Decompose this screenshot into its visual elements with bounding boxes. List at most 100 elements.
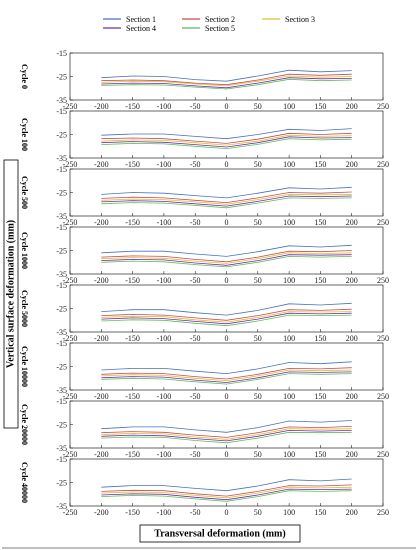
series-line — [101, 75, 352, 87]
x-tick-label: 150 — [314, 450, 326, 459]
x-tick-label: 100 — [283, 276, 295, 285]
series-line — [101, 428, 352, 440]
series-line — [101, 252, 352, 264]
series-line — [101, 302, 352, 316]
legend: Section 1 Section 2 Section 3 Section 4 Sect… — [103, 15, 315, 33]
x-tick-label: 0 — [225, 102, 229, 111]
y-tick-label: -35 — [56, 386, 67, 395]
legend-item: Section 5 — [182, 24, 235, 33]
x-tick-label: 0 — [225, 218, 229, 227]
chart-panel: Cycle 500 -15 -25 -35-250 -200 -150 -100 -50 0 50… — [20, 165, 389, 227]
x-tick-label: 200 — [346, 450, 358, 459]
x-tick-label: -200 — [94, 102, 109, 111]
x-tick-label: -200 — [94, 450, 109, 459]
x-tick-label: -150 — [125, 392, 140, 401]
x-tick-label: 50 — [254, 102, 262, 111]
x-tick-label: 100 — [283, 450, 295, 459]
legend-item: Section 3 — [262, 15, 315, 24]
x-tick-label: 0 — [225, 508, 229, 517]
series-line — [101, 77, 352, 89]
chart-panel: Cycle 0 -15 -25 -35-250 -200 -150 -100 -50 0 50 10… — [20, 49, 389, 111]
series-line — [101, 371, 352, 383]
y-tick-label: -25 — [56, 479, 67, 488]
legend-label: Section 4 — [126, 24, 156, 33]
x-tick-label: 0 — [225, 160, 229, 169]
y-tick-label: -35 — [56, 270, 67, 279]
x-tick-label: -100 — [157, 334, 172, 343]
series-line — [101, 486, 352, 499]
chart-panels: Cycle 0-15-25-35-250 -200 -150 -100 -50 0 50 10… — [20, 49, 389, 517]
x-tick-label: 50 — [254, 334, 262, 343]
x-tick-label: -100 — [157, 218, 172, 227]
x-tick-label: 0 — [225, 276, 229, 285]
x-tick-label: -200 — [94, 218, 109, 227]
x-tick-label: -50 — [190, 508, 201, 517]
x-tick-label: 0 — [225, 392, 229, 401]
x-tick-label: -200 — [94, 276, 109, 285]
x-tick-label: 100 — [283, 160, 295, 169]
chart-panel: Cycle 5000 -15 -25 -35-250 -200 -150 -100 -50 0 5… — [20, 281, 389, 343]
x-tick-label: 200 — [346, 102, 358, 111]
x-tick-label: -100 — [157, 160, 172, 169]
x-tick-label: 150 — [314, 508, 326, 517]
x-tick-label: -250 — [63, 102, 78, 111]
y-tick-label: -15 — [56, 281, 67, 290]
y-tick-label: -15 — [56, 455, 67, 464]
series-line — [101, 138, 352, 150]
panel-axes-box — [69, 284, 384, 333]
x-tick-label: -250 — [63, 450, 78, 459]
series-line — [101, 191, 352, 204]
x-tick-label: -150 — [125, 334, 140, 343]
x-tick-label: -150 — [125, 160, 140, 169]
x-tick-label: 50 — [254, 276, 262, 285]
x-tick-label: 0 — [225, 450, 229, 459]
x-tick-label: -250 — [63, 334, 78, 343]
legend-label: Section 3 — [285, 15, 315, 24]
x-tick-label: -250 — [63, 160, 78, 169]
x-tick-label: -100 — [157, 392, 172, 401]
series-line — [101, 197, 352, 209]
x-tick-label: 150 — [314, 276, 326, 285]
series-line — [101, 361, 352, 375]
chart-panel: Cycle 40000 -15 -25 -35-250 -200 -150 -100 -50 0… — [20, 455, 389, 517]
y-tick-label: -25 — [56, 189, 67, 198]
panel-cycle-label: Cycle 500 — [20, 176, 29, 209]
x-tick-label: -250 — [63, 276, 78, 285]
series-line — [101, 134, 352, 146]
x-tick-label: -50 — [190, 392, 201, 401]
series-line — [101, 369, 352, 382]
panel-cycle-label: Cycle 40000 — [20, 462, 29, 503]
x-tick-label: 200 — [346, 392, 358, 401]
series-line — [101, 312, 352, 325]
panel-axes-box — [69, 342, 384, 391]
x-tick-label: -50 — [190, 160, 201, 169]
x-tick-label: 50 — [254, 450, 262, 459]
y-tick-label: -35 — [56, 96, 67, 105]
x-tick-label: -200 — [94, 392, 109, 401]
series-line — [101, 73, 352, 86]
x-tick-label: 150 — [314, 102, 326, 111]
x-tick-label: -50 — [190, 218, 201, 227]
x-tick-label: 50 — [254, 160, 262, 169]
x-tick-label: 50 — [254, 218, 262, 227]
x-tick-label: -100 — [157, 450, 172, 459]
series-line — [101, 367, 352, 380]
x-tick-label: -250 — [63, 218, 78, 227]
series-line — [101, 244, 352, 257]
series-line — [101, 426, 352, 438]
y-tick-label: -15 — [56, 165, 67, 174]
series-line — [101, 308, 352, 321]
x-tick-label: 50 — [254, 508, 262, 517]
y-tick-label: -35 — [56, 444, 67, 453]
panel-cycle-label: Cycle 5000 — [20, 290, 29, 327]
y-axis-title: Vertical surface deformation (mm) — [5, 220, 16, 368]
legend-label: Section 1 — [126, 15, 156, 24]
x-tick-label: 0 — [225, 334, 229, 343]
x-tick-label: 200 — [346, 276, 358, 285]
y-tick-label: -35 — [56, 154, 67, 163]
series-line — [101, 478, 352, 492]
series-line — [101, 420, 352, 433]
series-line — [101, 136, 352, 148]
legend-label: Section 2 — [205, 15, 235, 24]
